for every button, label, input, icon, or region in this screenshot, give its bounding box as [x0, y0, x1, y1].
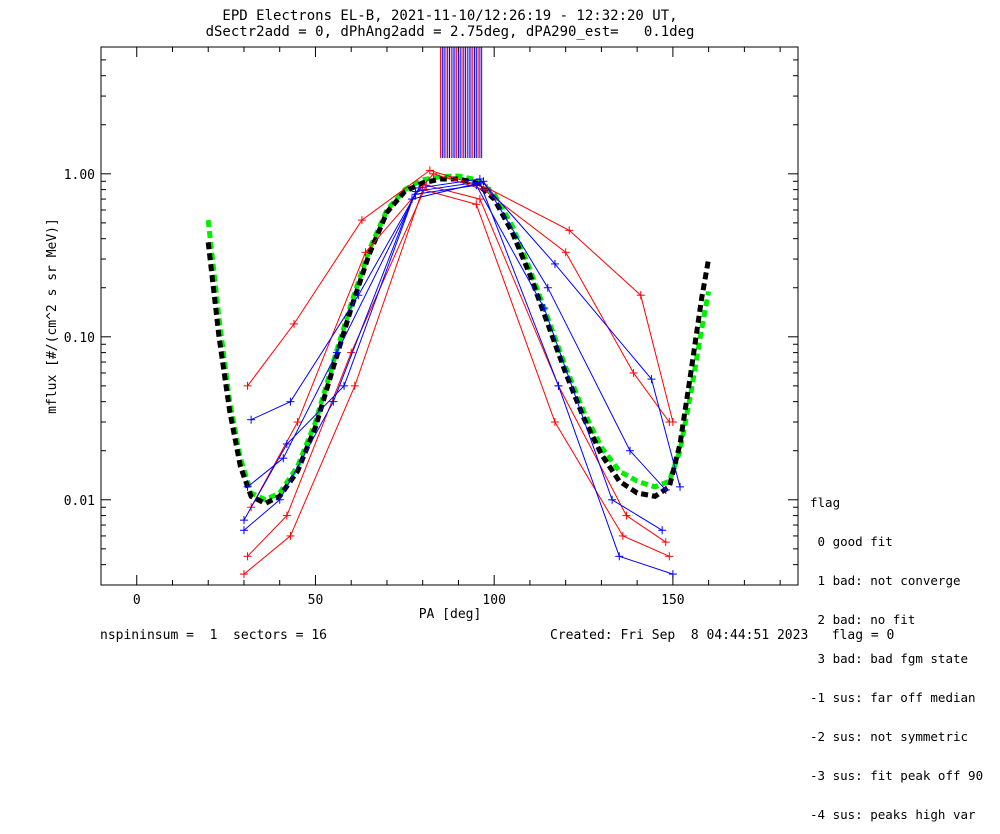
y-tick-label: 1.00: [64, 168, 95, 183]
red-data-point: [565, 226, 574, 235]
blue-data-point: [332, 348, 341, 357]
red-data-point: [293, 418, 302, 427]
y-tick-label: 0.01: [64, 494, 95, 509]
blue-data-point: [479, 177, 488, 186]
legend-item: 3 bad: bad fgm state: [810, 651, 969, 666]
blue-data-point: [239, 526, 248, 535]
red-data-point: [550, 418, 559, 427]
blue-data-point: [676, 482, 685, 491]
red-data-point: [629, 368, 638, 377]
chart-title-line2: dSectr2add = 0, dPhAng2add = 2.75deg, dP…: [205, 24, 695, 40]
blue-data-point: [354, 291, 363, 300]
blue-data-point: [540, 304, 549, 313]
blue-data-point: [243, 482, 252, 491]
chart-plot: 0 50 100 150 0.01 0.10 1.00 PA [deg] mflux [#/…: [45, 46, 799, 622]
blue-data-point: [543, 283, 552, 292]
red-series-line: [243, 188, 670, 575]
red-data-point: [561, 248, 570, 257]
x-tick-label: 150: [661, 593, 684, 608]
black-series-line: [205, 176, 712, 507]
red-data-point: [618, 531, 627, 540]
legend-item: -4 sus: peaks high var: [810, 807, 976, 822]
x-axis-label: PA [deg]: [419, 607, 482, 622]
blue-data-point: [247, 415, 256, 424]
legend-item: 1 bad: not converge: [810, 573, 961, 588]
blue-data-point: [286, 397, 295, 406]
blue-series-line: [243, 182, 674, 575]
legend-item: -2 sus: not symmetric: [810, 729, 969, 744]
red-data-point: [290, 319, 299, 328]
red-data-point: [636, 291, 645, 300]
blue-data-point: [554, 381, 563, 390]
blue-data-point: [615, 552, 624, 561]
blue-data-point: [411, 190, 420, 199]
red-series-line: [247, 169, 674, 423]
blue-series-line: [247, 184, 663, 531]
red-data-point: [425, 166, 434, 175]
x-tick-label: 0: [133, 593, 141, 608]
blue-series-line: [243, 180, 667, 521]
blue-data-point: [239, 516, 248, 525]
plot-frame: [100, 46, 799, 586]
y-tick-label: 0.10: [64, 331, 95, 346]
red-data-point: [286, 531, 295, 540]
blue-data-point: [661, 485, 670, 494]
red-data-point: [350, 381, 359, 390]
blue-data-point: [608, 495, 617, 504]
red-data-point: [661, 538, 670, 547]
y-axis-label: mflux [#/(cm^2 s sr MeV)]: [45, 218, 60, 414]
x-tick-label: 100: [482, 593, 505, 608]
red-data-point: [282, 511, 291, 520]
blue-data-point: [340, 381, 349, 390]
blue-data-point: [329, 397, 338, 406]
blue-data-point: [279, 454, 288, 463]
red-data-point: [243, 381, 252, 390]
blue-data-point: [550, 259, 559, 268]
x-tick-label: 50: [308, 593, 324, 608]
footer-left: nspininsum = 1 sectors = 16: [100, 628, 327, 643]
red-data-point: [243, 552, 252, 561]
red-data-point: [357, 216, 366, 225]
legend-item: 2 bad: no fit: [810, 612, 916, 627]
footer-right: Created: Fri Sep 8 04:44:51 2023 flag = …: [550, 628, 895, 643]
green-series-line: [205, 173, 712, 503]
blue-data-point: [647, 375, 656, 384]
blue-data-point: [626, 446, 635, 455]
red-data-point: [665, 418, 674, 427]
blue-data-point: [282, 439, 291, 448]
red-data-point: [475, 195, 484, 204]
red-data-point: [622, 511, 631, 520]
red-data-point: [665, 552, 674, 561]
red-data-point: [429, 169, 438, 178]
legend-item: 0 good fit: [810, 534, 893, 549]
red-data-point: [361, 248, 370, 257]
blue-data-point: [658, 526, 667, 535]
legend-title: flag: [810, 495, 841, 510]
red-data-point: [422, 181, 431, 190]
red-series-line: [247, 184, 666, 557]
legend-item: -3 sus: fit peak off 90: [810, 768, 984, 783]
legend-item: -1 sus: far off median: [810, 690, 976, 705]
chart-title-line1: EPD Electrons EL-B, 2021-11-10/12:26:19 …: [222, 8, 678, 24]
blue-series-line: [250, 178, 681, 488]
flag-legend: flag 0 good fit 1 bad: not converge 2 ba…: [810, 470, 983, 834]
blue-data-point: [472, 181, 481, 190]
blue-data-point: [275, 495, 284, 504]
red-data-point: [472, 200, 481, 209]
red-data-point: [239, 570, 248, 579]
